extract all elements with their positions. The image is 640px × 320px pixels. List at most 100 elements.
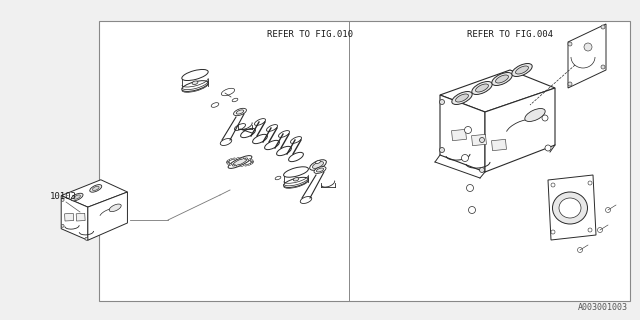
Ellipse shape <box>492 73 512 85</box>
Ellipse shape <box>248 164 251 165</box>
Polygon shape <box>485 88 555 172</box>
Ellipse shape <box>291 137 301 143</box>
Ellipse shape <box>220 139 232 146</box>
Bar <box>65 213 74 221</box>
Ellipse shape <box>232 164 236 166</box>
Ellipse shape <box>300 196 312 204</box>
Ellipse shape <box>90 185 102 192</box>
Bar <box>76 213 85 221</box>
Ellipse shape <box>512 63 532 76</box>
Ellipse shape <box>71 193 83 201</box>
Ellipse shape <box>476 84 488 92</box>
Ellipse shape <box>468 206 476 213</box>
Ellipse shape <box>467 185 474 191</box>
Text: 10103: 10103 <box>50 192 77 201</box>
Bar <box>99 21 630 301</box>
Ellipse shape <box>250 162 253 164</box>
Ellipse shape <box>234 124 246 131</box>
Ellipse shape <box>314 167 326 173</box>
Ellipse shape <box>85 237 88 240</box>
Ellipse shape <box>312 162 324 168</box>
Ellipse shape <box>601 65 605 69</box>
Ellipse shape <box>241 165 244 166</box>
Ellipse shape <box>61 224 64 227</box>
Ellipse shape <box>551 230 555 234</box>
Ellipse shape <box>229 159 232 161</box>
Ellipse shape <box>440 100 445 105</box>
Ellipse shape <box>241 157 244 159</box>
Ellipse shape <box>244 158 248 160</box>
Ellipse shape <box>227 162 230 164</box>
Ellipse shape <box>516 66 529 74</box>
Ellipse shape <box>584 43 592 51</box>
Ellipse shape <box>559 198 581 218</box>
Polygon shape <box>568 24 606 88</box>
Ellipse shape <box>229 164 232 165</box>
Ellipse shape <box>228 156 252 168</box>
Ellipse shape <box>232 158 236 160</box>
Ellipse shape <box>568 42 572 46</box>
Ellipse shape <box>266 124 278 132</box>
Ellipse shape <box>227 160 230 162</box>
Ellipse shape <box>234 108 246 116</box>
Ellipse shape <box>275 176 281 180</box>
Ellipse shape <box>61 198 64 201</box>
Ellipse shape <box>255 119 266 125</box>
Ellipse shape <box>545 145 551 151</box>
Ellipse shape <box>289 152 303 162</box>
Ellipse shape <box>293 178 299 181</box>
Ellipse shape <box>605 207 611 212</box>
Ellipse shape <box>236 165 239 166</box>
Ellipse shape <box>479 138 484 142</box>
Ellipse shape <box>461 155 468 162</box>
Ellipse shape <box>227 161 229 163</box>
Bar <box>492 140 506 151</box>
Ellipse shape <box>495 75 508 83</box>
Ellipse shape <box>236 110 244 114</box>
Ellipse shape <box>248 159 251 161</box>
Ellipse shape <box>241 128 255 138</box>
Ellipse shape <box>598 228 602 233</box>
Polygon shape <box>88 192 127 240</box>
Ellipse shape <box>211 103 219 107</box>
Text: A003001003: A003001003 <box>578 303 628 312</box>
Bar <box>452 129 467 140</box>
Ellipse shape <box>440 148 445 153</box>
Ellipse shape <box>74 195 81 199</box>
Ellipse shape <box>284 177 308 188</box>
Ellipse shape <box>525 108 545 122</box>
Ellipse shape <box>233 158 247 166</box>
Text: REFER TO FIG.010: REFER TO FIG.010 <box>267 30 353 39</box>
Ellipse shape <box>456 94 468 102</box>
Ellipse shape <box>92 186 99 190</box>
Ellipse shape <box>316 168 324 172</box>
Ellipse shape <box>588 181 592 185</box>
Text: REFER TO FIG.004: REFER TO FIG.004 <box>467 30 553 39</box>
Polygon shape <box>440 95 485 172</box>
Ellipse shape <box>601 25 605 29</box>
Ellipse shape <box>479 167 484 172</box>
Ellipse shape <box>278 131 289 137</box>
Ellipse shape <box>552 192 588 224</box>
Ellipse shape <box>264 140 280 150</box>
Ellipse shape <box>551 183 555 187</box>
Ellipse shape <box>232 98 238 102</box>
Ellipse shape <box>221 88 235 96</box>
Ellipse shape <box>244 164 248 166</box>
Ellipse shape <box>310 160 326 170</box>
Ellipse shape <box>276 146 291 156</box>
Polygon shape <box>61 180 127 207</box>
Ellipse shape <box>472 82 492 94</box>
Ellipse shape <box>284 167 308 177</box>
Bar <box>472 134 486 146</box>
Ellipse shape <box>577 247 582 252</box>
Polygon shape <box>548 175 596 240</box>
Ellipse shape <box>316 161 321 164</box>
Ellipse shape <box>588 228 592 232</box>
Ellipse shape <box>109 204 121 212</box>
Ellipse shape <box>236 157 239 159</box>
Ellipse shape <box>192 81 198 84</box>
Ellipse shape <box>465 126 472 133</box>
Ellipse shape <box>182 69 208 81</box>
Ellipse shape <box>182 81 208 92</box>
